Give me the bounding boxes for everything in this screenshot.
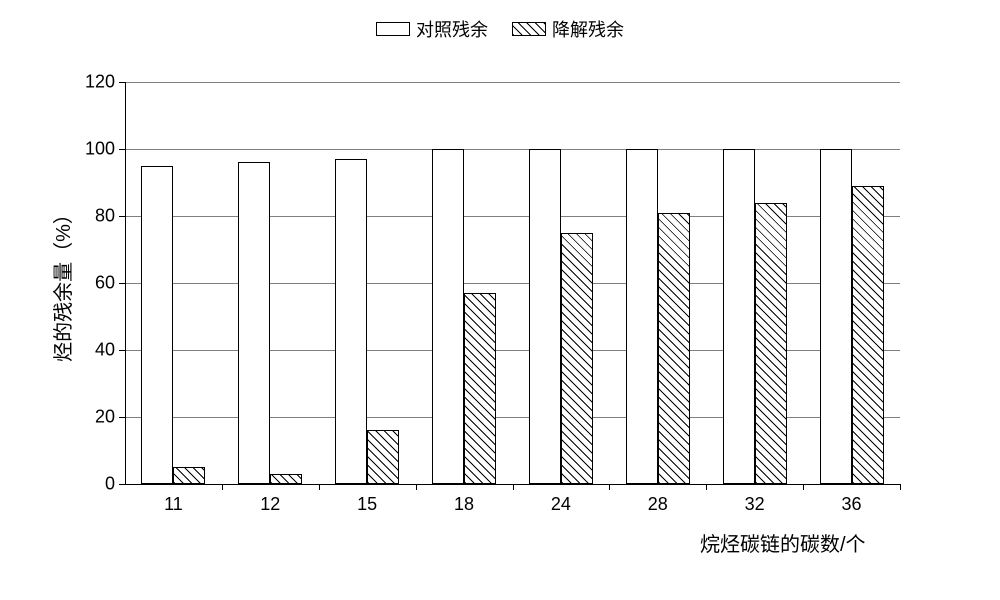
y-tick-label: 80 — [95, 206, 115, 227]
bar-degraded — [173, 467, 205, 484]
bar-control — [529, 149, 561, 484]
bar-degraded — [852, 186, 884, 484]
x-axis-label: 烷烃碳链的碳数/个 — [700, 528, 866, 557]
y-axis-label: 烃的残余量（%） — [47, 204, 76, 362]
legend-item-0: 对照残余 — [376, 16, 488, 42]
x-axis-line — [125, 484, 900, 485]
y-tick-label: 40 — [95, 340, 115, 361]
bar-degraded — [270, 474, 302, 484]
x-tick-label: 36 — [842, 494, 862, 515]
y-tick-label: 20 — [95, 407, 115, 428]
x-tick-label: 12 — [260, 494, 280, 515]
plot-area: 0204060801001201112151824283236 — [125, 82, 900, 484]
legend-swatch-control — [376, 22, 410, 36]
x-tick-label: 32 — [745, 494, 765, 515]
bar-control — [141, 166, 173, 484]
legend-label-1: 降解残余 — [552, 16, 624, 42]
x-tick-label: 15 — [357, 494, 377, 515]
y-tick-label: 120 — [85, 72, 115, 93]
x-tick-mark — [900, 484, 901, 490]
chart-wrapper: 对照残余降解残余 0204060801001201112151824283236… — [0, 0, 1000, 600]
bar-degraded — [464, 293, 496, 484]
legend-item-1: 降解残余 — [512, 16, 624, 42]
bar-control — [432, 149, 464, 484]
y-axis-line — [125, 82, 126, 484]
bar-degraded — [561, 233, 593, 484]
bar-degraded — [658, 213, 690, 484]
bar-degraded — [755, 203, 787, 484]
gridline — [125, 82, 900, 83]
x-tick-label: 28 — [648, 494, 668, 515]
x-tick-label: 18 — [454, 494, 474, 515]
y-tick-label: 0 — [105, 474, 115, 495]
legend: 对照残余 降解残余 — [0, 16, 1000, 42]
x-tick-label: 11 — [164, 494, 183, 515]
bar-control — [335, 159, 367, 484]
bar-control — [820, 149, 852, 484]
gridline — [125, 149, 900, 150]
x-tick-label: 24 — [551, 494, 571, 515]
bar-control — [238, 162, 270, 484]
y-tick-label: 100 — [85, 139, 115, 160]
y-tick-label: 60 — [95, 273, 115, 294]
legend-swatch-degraded — [512, 22, 546, 36]
bar-control — [723, 149, 755, 484]
bar-degraded — [367, 430, 399, 484]
bar-control — [626, 149, 658, 484]
legend-label-0: 对照残余 — [416, 16, 488, 42]
